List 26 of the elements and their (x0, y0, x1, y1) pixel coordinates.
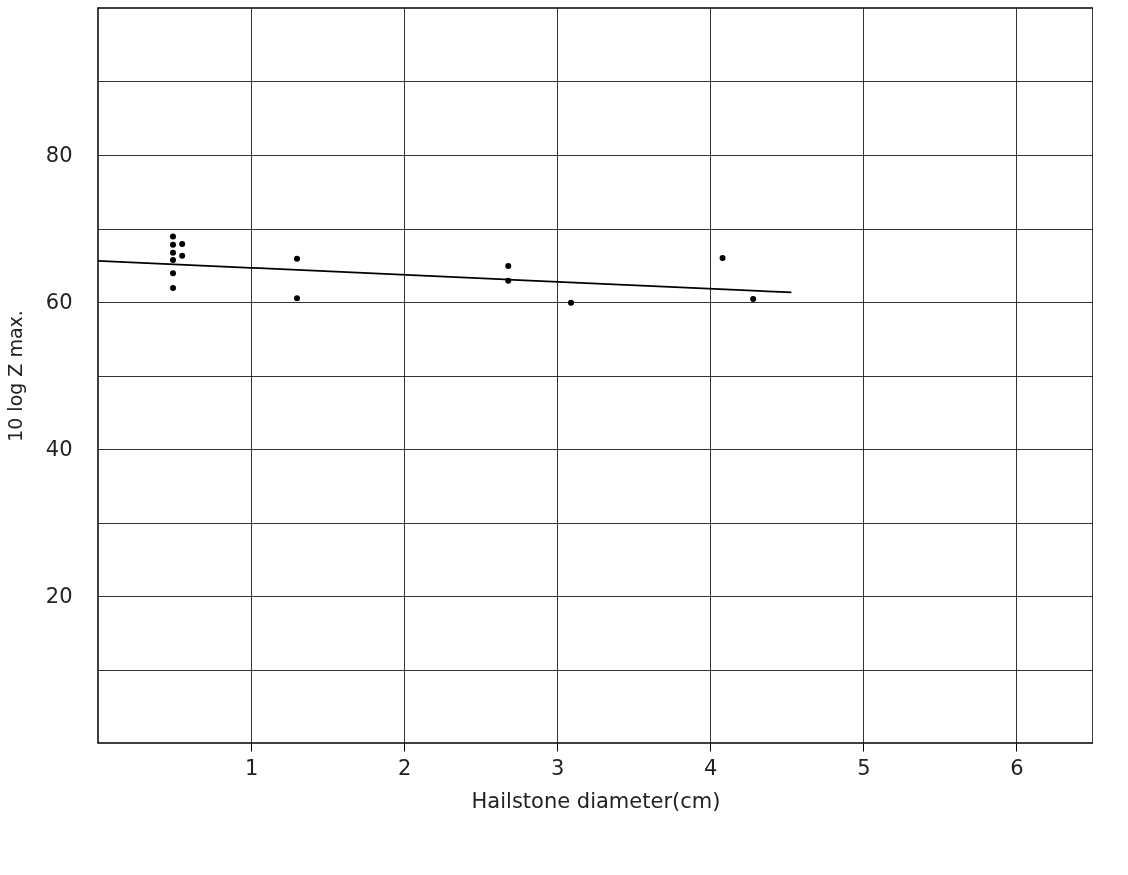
point (294, 255, 300, 262)
point (294, 295, 300, 302)
y-tick-label: 80 (45, 142, 73, 167)
point (170, 270, 177, 277)
x-tick-label: 1 (244, 755, 259, 780)
point (179, 252, 186, 259)
point (170, 285, 177, 292)
x-tick-label: 4 (704, 755, 718, 780)
y-tick-label: 20 (45, 583, 73, 608)
point (179, 240, 186, 247)
point (170, 241, 177, 248)
point (170, 249, 177, 256)
x-tick-label: 5 (857, 755, 871, 780)
point (505, 262, 512, 269)
y-tick-label: 60 (45, 289, 73, 314)
y-tick-label: 40 (45, 436, 73, 461)
point (170, 233, 177, 240)
y-axis-title: 10 log Z max. (3, 310, 26, 442)
point (170, 257, 177, 264)
point (719, 254, 726, 261)
point (568, 299, 575, 306)
point (750, 296, 757, 303)
x-tick-label: 2 (397, 755, 412, 780)
x-axis-title: Hailstone diameter(cm) (471, 788, 721, 813)
x-tick-label: 3 (551, 755, 565, 780)
x-tick-label: 6 (1010, 755, 1024, 780)
